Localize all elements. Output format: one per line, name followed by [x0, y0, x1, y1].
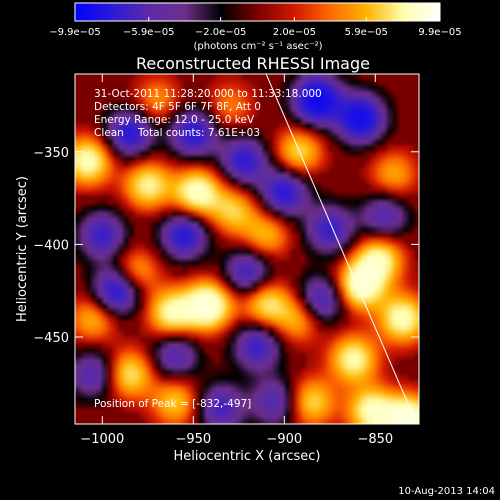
annotation-method: Clean [94, 127, 124, 139]
colorbar-frame [74, 2, 441, 22]
heatmap-image [75, 74, 419, 424]
colorbar-tick-label: −2.0e−05 [195, 27, 247, 38]
y-tick-label: −400 [33, 238, 69, 253]
footer-date: 10-Aug-2013 14:04 [398, 486, 495, 497]
x-tick-label: −1000 [80, 432, 124, 447]
x-axis-title: Heliocentric X (arcsec) [174, 449, 321, 464]
colorbar-tick-label: 9.9e−05 [418, 27, 461, 38]
colorbar-strip [75, 3, 440, 21]
x-tick-label: −900 [266, 432, 302, 447]
annotation-block: 31-Oct-2011 11:28:20.000 to 11:33:18.000… [94, 88, 322, 410]
annotation-time-range: 31-Oct-2011 11:28:20.000 to 11:33:18.000 [94, 88, 322, 100]
x-tick-label: −850 [357, 432, 393, 447]
solar-limb-line [265, 73, 414, 417]
colorbar-tick-label: −9.9e−05 [49, 27, 101, 38]
plot-frame [74, 73, 420, 425]
colorbar: −9.9e−05 −5.9e−05 −2.0e−05 2.0e−05 5.9e−05 9.… [49, 2, 462, 52]
y-axis-title: Heliocentric Y (arcsec) [15, 176, 30, 322]
colorbar-ticks: −9.9e−05 −5.9e−05 −2.0e−05 2.0e−05 5.9e−05 9.… [49, 17, 462, 38]
colorbar-tick-label: 2.0e−05 [273, 27, 316, 38]
y-tick-label: −350 [33, 146, 69, 161]
y-tick-label: −450 [33, 331, 69, 346]
annotation-total-counts: Total counts: 7.61E+03 [137, 127, 260, 139]
annotation-detectors: Detectors: 4F 5F 6F 7F 8F, Att 0 [94, 101, 261, 113]
annotation-peak: Position of Peak = [-832,-497] [94, 398, 251, 410]
annotation-energy-range: Energy Range: 12.0 - 25.0 keV [94, 114, 255, 126]
chart-title: Reconstructed RHESSI Image [136, 54, 370, 73]
plot-area: −1000 −950 −900 −850 −350 −400 −450 [33, 73, 420, 447]
x-axis-ticks: −1000 −950 −900 −850 [80, 74, 393, 447]
y-axis-ticks: −350 −400 −450 [33, 146, 419, 346]
colorbar-units: (photons cm⁻² s⁻¹ asec⁻²) [193, 41, 322, 52]
x-tick-label: −950 [175, 432, 211, 447]
colorbar-tick-label: 5.9e−05 [345, 27, 388, 38]
colorbar-tick-label: −5.9e−05 [123, 27, 175, 38]
